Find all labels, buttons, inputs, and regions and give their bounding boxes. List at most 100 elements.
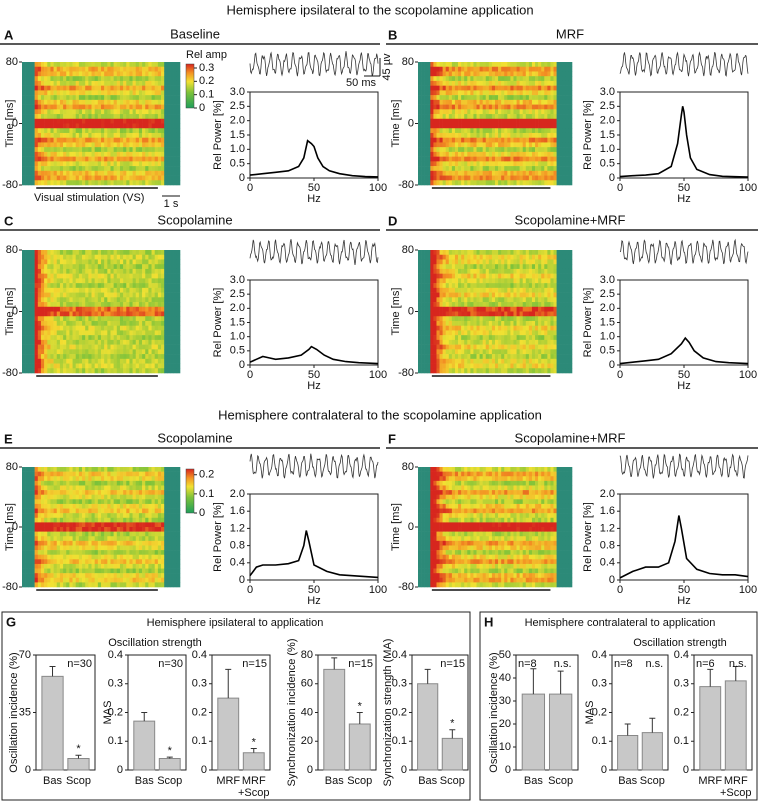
heatmap-cell (31, 335, 35, 341)
heatmap-cell (104, 250, 108, 256)
heatmap-cell (157, 339, 162, 345)
heatmap-cell (513, 306, 517, 312)
heatmap-cell (553, 175, 557, 181)
heatmap-cell (544, 85, 548, 91)
heatmap-cell (34, 339, 39, 345)
heatmap-cell (458, 180, 462, 186)
heatmap-cell (44, 278, 48, 284)
heatmap-cell (424, 123, 428, 129)
heatmap-cell (445, 264, 450, 270)
heatmap-cell (116, 95, 121, 101)
heatmap-cell (458, 109, 462, 115)
heatmap-cell (50, 170, 54, 176)
heatmap-cell (31, 325, 35, 331)
heatmap-cell (123, 85, 127, 91)
heatmap-cell (107, 109, 111, 115)
heatmap-cell (430, 316, 434, 322)
heatmap-cell (454, 156, 459, 162)
heatmap-cell (135, 95, 140, 101)
heatmap-cell (101, 156, 105, 162)
heatmap-cell (123, 292, 127, 298)
heatmap-cell (430, 306, 434, 312)
heatmap-cell (522, 66, 527, 72)
heatmap-cell (491, 268, 496, 274)
heatmap-cell (427, 137, 431, 143)
heatmap-cell (148, 330, 152, 336)
heatmap-cell (101, 316, 105, 322)
heatmap-cell (488, 330, 493, 336)
heatmap-cell (63, 349, 67, 355)
heatmap-cell (418, 66, 422, 72)
heatmap-cell (34, 273, 39, 279)
heatmap-cell (544, 156, 548, 162)
heatmap-cell (495, 180, 499, 186)
heatmap-cell (72, 335, 77, 341)
heatmap-cell (40, 292, 45, 298)
heatmap-cell (173, 339, 178, 345)
heatmap-cell (418, 62, 422, 68)
heatmap-cell (427, 99, 431, 105)
heatmap-cell (488, 80, 493, 86)
heatmap-cell (69, 85, 73, 91)
heatmap-cell (467, 114, 471, 120)
heatmap-cell (94, 363, 99, 369)
heatmap-cell (132, 114, 137, 120)
heatmap-cell (44, 354, 48, 360)
heatmap-cell (47, 363, 51, 369)
heatmap-cell (476, 320, 480, 326)
heatmap-cell (47, 62, 51, 68)
heatmap-cell (470, 311, 474, 317)
heatmap-cell (176, 175, 181, 181)
heatmap-cell (82, 344, 86, 350)
heatmap-cell (138, 344, 143, 350)
heatmap-cell (448, 292, 453, 298)
heatmap-cell (442, 325, 447, 331)
heatmap-cell (47, 335, 51, 341)
heatmap-cell (78, 349, 83, 355)
heatmap-cell (94, 358, 99, 364)
heatmap-cell (439, 114, 443, 120)
heatmap-cell (498, 259, 502, 265)
heatmap-cell (94, 283, 99, 289)
heatmap-cell (535, 250, 539, 256)
heatmap-cell (97, 137, 102, 143)
heatmap-cell (44, 170, 48, 176)
heatmap-cell (145, 99, 149, 105)
heatmap-cell (424, 287, 428, 293)
heatmap-cell (119, 114, 124, 120)
heatmap-cell (78, 166, 83, 172)
heatmap-cell (516, 292, 520, 298)
heatmap-cell (148, 137, 152, 143)
heatmap-cell (69, 114, 73, 120)
heatmap-cell (522, 320, 527, 326)
heatmap-cell (176, 76, 181, 82)
heatmap-cell (116, 128, 121, 134)
heatmap-cell (525, 142, 530, 148)
heatmap-cell (34, 170, 39, 176)
heatmap-cell (482, 297, 487, 303)
heatmap-cell (467, 259, 471, 265)
heatmap-cell (461, 156, 465, 162)
heatmap-cell (34, 287, 39, 293)
heatmap-cell (467, 132, 471, 138)
heatmap-cell (418, 316, 422, 322)
heatmap-cell (436, 132, 440, 138)
heatmap-cell (75, 161, 80, 167)
heatmap-cell (119, 354, 124, 360)
heatmap-cell (72, 166, 77, 172)
heatmap-cell (516, 264, 520, 270)
heatmap-cell (501, 259, 505, 265)
heatmap-cell (531, 128, 536, 134)
heatmap-cell (85, 90, 89, 96)
heatmap-cell (535, 118, 539, 124)
heatmap-cell (507, 268, 511, 274)
heatmap-cell (439, 278, 443, 284)
heatmap-cell (34, 344, 39, 350)
heatmap-cell (448, 325, 453, 331)
heatmap-cell (47, 287, 51, 293)
heatmap-cell (528, 71, 533, 77)
heatmap-cell (107, 259, 111, 265)
heatmap-cell (442, 320, 447, 326)
heatmap-cell (479, 368, 483, 374)
heatmap-cell (519, 132, 524, 138)
